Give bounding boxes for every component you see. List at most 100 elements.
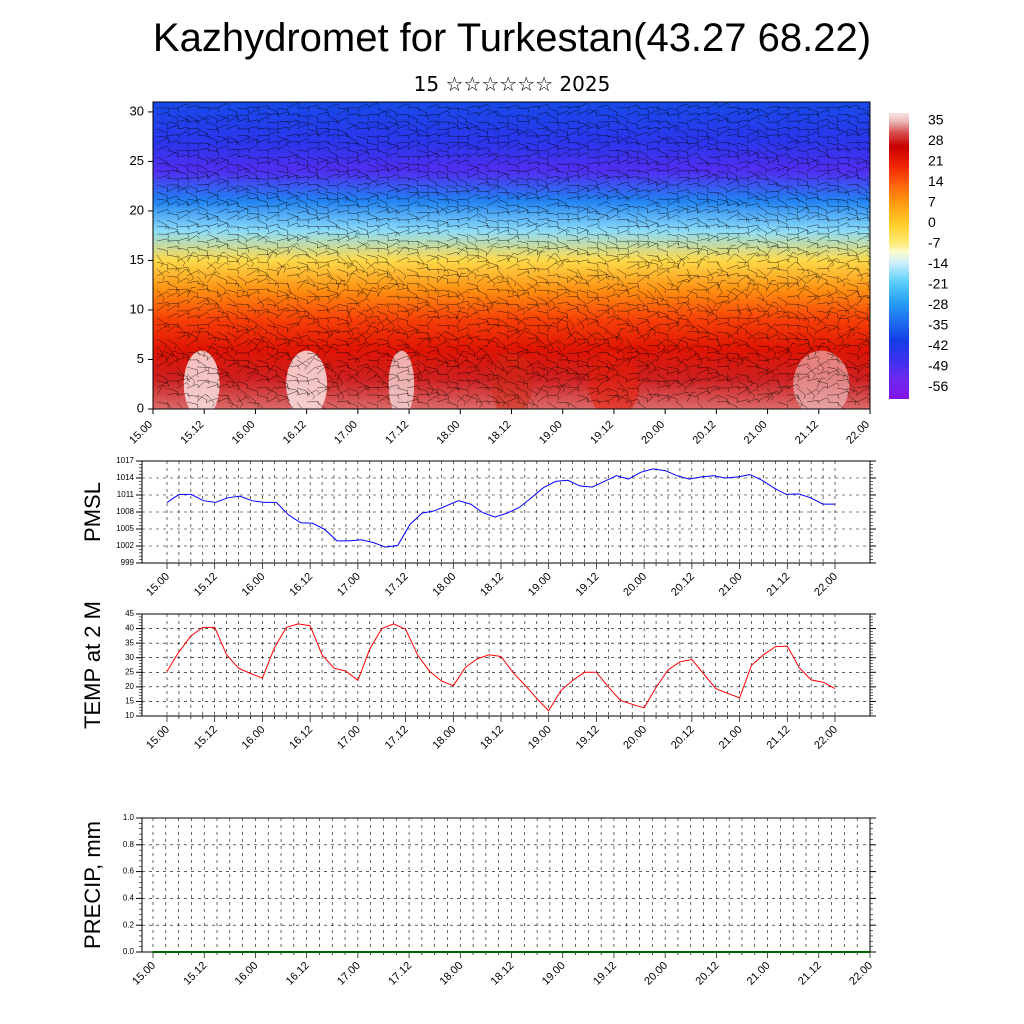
wind-barb <box>356 219 368 223</box>
wind-barb-flag <box>397 188 400 193</box>
wind-barb-flag <box>487 190 490 195</box>
wind-barb-flag <box>535 189 538 194</box>
wind-barb-flag <box>496 186 500 190</box>
wind-barb <box>156 162 168 165</box>
wind-barb <box>636 126 648 130</box>
wind-barb-flag <box>466 144 470 148</box>
wind-barb <box>736 201 748 207</box>
wind-barb <box>646 208 658 214</box>
wind-barb <box>186 114 197 121</box>
wind-barb <box>746 191 758 197</box>
wind-barb-flag <box>537 105 540 110</box>
wind-barb <box>366 179 377 186</box>
wind-barb-flag <box>326 159 330 163</box>
wind-barb-flag <box>807 107 810 112</box>
wind-barb <box>376 127 388 130</box>
wind-barb-flag <box>667 165 669 170</box>
wind-barb-flag <box>727 142 730 147</box>
wind-barb <box>666 107 678 110</box>
wind-barb-flag <box>607 104 610 109</box>
wind-barb <box>476 212 487 219</box>
wind-barb-flag <box>297 195 300 200</box>
wind-barb <box>366 114 378 116</box>
wind-barb <box>546 219 558 223</box>
wind-barb <box>166 125 178 130</box>
wind-barb <box>426 149 438 155</box>
wind-barb <box>636 219 648 225</box>
wind-barb-flag <box>306 123 310 128</box>
wind-barb-flag <box>867 123 869 128</box>
wind-barb <box>436 155 448 158</box>
wind-barb <box>816 155 828 158</box>
wind-barb-flag <box>507 192 509 197</box>
wind-barb <box>276 138 288 144</box>
wind-barb <box>456 184 468 189</box>
wind-barb <box>276 121 288 123</box>
wind-barb-flag <box>537 135 540 140</box>
wind-barb-flag <box>796 165 800 169</box>
wind-barb-flag <box>786 186 790 190</box>
wind-barb-flag <box>826 172 830 176</box>
wind-barb-flag <box>627 107 630 112</box>
wind-barb <box>516 159 528 165</box>
wind-barb <box>816 109 827 116</box>
wind-barb <box>786 135 797 142</box>
wind-barb <box>806 196 818 200</box>
wind-barb-flag <box>667 170 670 175</box>
wind-barb <box>456 135 468 138</box>
wind-barb-flag <box>697 130 699 135</box>
wind-barb <box>456 114 468 120</box>
wind-barb <box>336 172 347 179</box>
wind-barb <box>276 219 288 222</box>
wind-barb <box>516 121 528 123</box>
wind-barb <box>696 184 708 188</box>
warm-blob <box>183 350 220 409</box>
wind-barb <box>156 121 168 125</box>
wind-barb <box>516 177 528 181</box>
wind-barb <box>836 142 848 148</box>
wind-barb-flag <box>866 131 870 136</box>
wind-barb <box>426 104 438 109</box>
wind-barb <box>486 153 498 158</box>
wind-barb <box>566 218 578 221</box>
wind-barb <box>316 197 328 200</box>
wind-barb <box>816 181 828 186</box>
wind-barb <box>326 149 337 156</box>
wind-barb-flag <box>837 179 839 184</box>
wind-barb <box>236 114 248 116</box>
wind-barb-flag <box>495 155 497 160</box>
wind-barb <box>676 207 687 214</box>
wind-barb-flag <box>287 190 290 195</box>
wind-barb <box>376 191 388 196</box>
wind-barb <box>656 135 668 141</box>
wind-barb-flag <box>577 164 580 169</box>
wind-barb <box>506 209 518 214</box>
wind-barb <box>656 137 667 144</box>
wind-barb <box>536 103 548 109</box>
wind-barb <box>706 162 718 165</box>
wind-barb-flag <box>216 172 220 177</box>
wind-barb-flag <box>507 211 510 216</box>
wind-barb <box>616 196 628 200</box>
wind-barb-flag <box>675 127 677 132</box>
wind-barb-flag <box>476 207 480 211</box>
wind-barb <box>756 184 767 191</box>
wind-barb <box>326 120 338 123</box>
wind-barb <box>476 163 488 167</box>
wind-barb <box>766 177 777 184</box>
wind-barb <box>236 135 248 137</box>
wind-barb <box>196 147 208 151</box>
wind-barb-flag <box>295 155 297 160</box>
wind-barb-flag <box>237 177 240 182</box>
wind-barb <box>806 121 818 125</box>
wind-barb <box>316 130 327 137</box>
wind-barb <box>686 163 697 170</box>
wind-barb <box>366 102 377 109</box>
wind-barb <box>206 156 217 163</box>
wind-barb-flag <box>677 142 680 147</box>
wind-barb <box>246 125 258 130</box>
wind-barb-flag <box>878 186 879 190</box>
wind-barb-flag <box>165 225 167 230</box>
wind-barb-flag <box>337 160 340 165</box>
